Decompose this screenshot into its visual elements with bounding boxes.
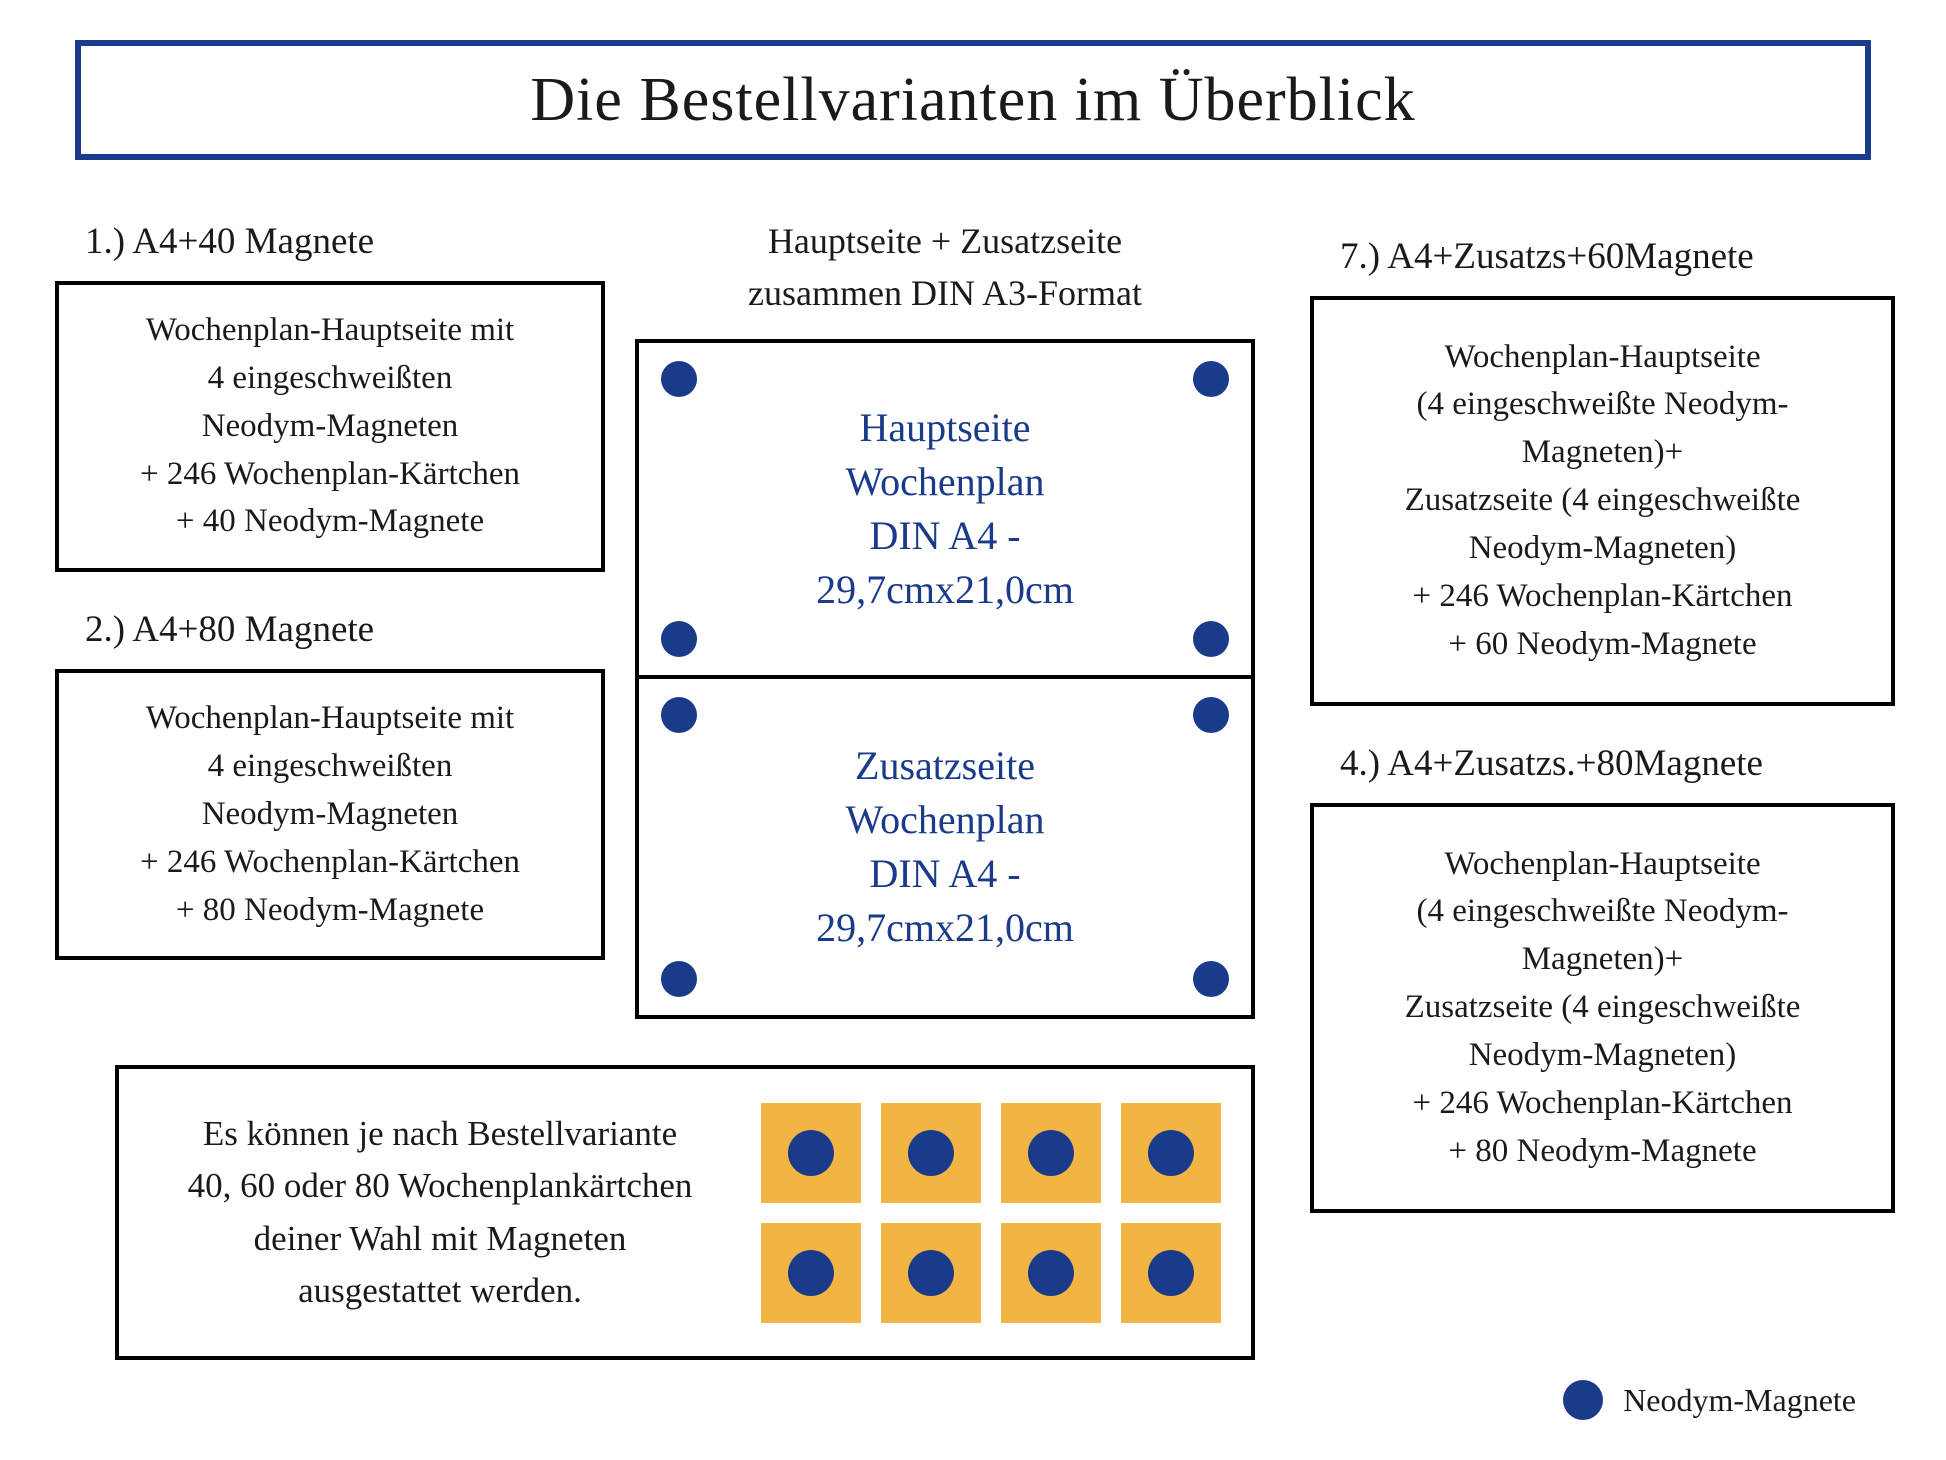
magnet-dot-icon <box>1148 1130 1194 1176</box>
mini-card <box>1121 1223 1221 1323</box>
hauptseite-label: HauptseiteWochenplanDIN A4 -29,7cmx21,0c… <box>816 401 1074 617</box>
mini-card <box>881 1223 981 1323</box>
magnet-dot-icon <box>1028 1250 1074 1296</box>
legend-label: Neodym-Magnete <box>1623 1382 1856 1419</box>
mini-card <box>1001 1223 1101 1323</box>
magnet-dot-icon <box>1148 1250 1194 1296</box>
hauptseite-card: HauptseiteWochenplanDIN A4 -29,7cmx21,0c… <box>635 339 1255 679</box>
magnet-dot-icon <box>1193 621 1229 657</box>
middle-header: Hauptseite + Zusatzseitezusammen DIN A3-… <box>635 215 1255 319</box>
option-2-title: 2.) A4+80 Magnete <box>85 608 605 651</box>
right-column: 7.) A4+Zusatzs+60Magnete Wochenplan-Haup… <box>1310 235 1895 1249</box>
option-4-title: 4.) A4+Zusatzs.+80Magnete <box>1340 742 1895 785</box>
mini-card-grid <box>761 1103 1221 1323</box>
option-7-title: 7.) A4+Zusatzs+60Magnete <box>1340 235 1895 278</box>
magnet-dot-icon <box>1193 961 1229 997</box>
page-stack: HauptseiteWochenplanDIN A4 -29,7cmx21,0c… <box>635 339 1255 1019</box>
mini-card <box>761 1223 861 1323</box>
zusatzseite-card: ZusatzseiteWochenplanDIN A4 -29,7cmx21,0… <box>635 679 1255 1019</box>
magnet-dot-icon <box>1193 697 1229 733</box>
magnet-dot-icon <box>788 1250 834 1296</box>
option-1-box: Wochenplan-Hauptseite mit4 eingeschweißt… <box>55 281 605 572</box>
magnet-dot-icon <box>661 961 697 997</box>
magnet-dot-icon <box>661 697 697 733</box>
magnet-dot-icon <box>1563 1380 1603 1420</box>
magnet-dot-icon <box>1193 361 1229 397</box>
left-column: 1.) A4+40 Magnete Wochenplan-Hauptseite … <box>55 220 605 996</box>
bottom-info-text: Es können je nach Bestellvariante40, 60 … <box>149 1108 731 1318</box>
middle-column: Hauptseite + Zusatzseitezusammen DIN A3-… <box>635 215 1255 1019</box>
option-2-box: Wochenplan-Hauptseite mit4 eingeschweißt… <box>55 669 605 960</box>
option-4-box: Wochenplan-Hauptseite(4 eingeschweißte N… <box>1310 803 1895 1213</box>
magnet-dot-icon <box>1028 1130 1074 1176</box>
magnet-dot-icon <box>788 1130 834 1176</box>
mini-card <box>1001 1103 1101 1203</box>
mini-card <box>881 1103 981 1203</box>
option-1-title: 1.) A4+40 Magnete <box>85 220 605 263</box>
magnet-dot-icon <box>908 1250 954 1296</box>
legend: Neodym-Magnete <box>1563 1380 1856 1420</box>
page-title: Die Bestellvarianten im Überblick <box>530 65 1415 136</box>
mini-card <box>761 1103 861 1203</box>
magnet-dot-icon <box>908 1130 954 1176</box>
magnet-dot-icon <box>661 621 697 657</box>
mini-card <box>1121 1103 1221 1203</box>
zusatzseite-label: ZusatzseiteWochenplanDIN A4 -29,7cmx21,0… <box>816 739 1074 955</box>
option-7-box: Wochenplan-Hauptseite(4 eingeschweißte N… <box>1310 296 1895 706</box>
magnet-dot-icon <box>661 361 697 397</box>
bottom-info-box: Es können je nach Bestellvariante40, 60 … <box>115 1065 1255 1360</box>
title-box: Die Bestellvarianten im Überblick <box>75 40 1871 160</box>
